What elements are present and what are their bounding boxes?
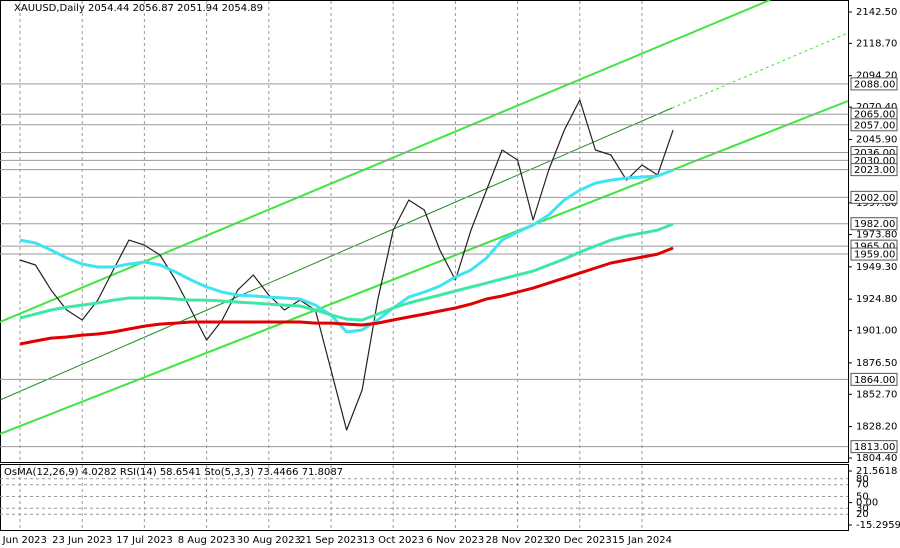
osc-level-label: 80 [856, 474, 869, 485]
y-tick-label: 2094.20 [856, 71, 897, 82]
level-label: 2036.00 [854, 148, 895, 159]
level-box [850, 190, 898, 204]
level-label: 1982.00 [854, 219, 895, 230]
channel-extension [671, 32, 849, 109]
oscillator-title: OsMA(12,26,9) 4.0282 RSI(14) 58.6541 Sto… [4, 467, 343, 478]
y-tick-label: 2142.50 [856, 7, 897, 18]
x-tick-label: 21 Sep 2023 [299, 535, 362, 546]
osc-level-label: 70 [856, 480, 869, 491]
price-line [19, 246, 674, 346]
x-tick-label: 8 Aug 2023 [178, 535, 236, 546]
x-tick-label: 23 Jun 2023 [52, 535, 112, 546]
level-box [850, 118, 898, 132]
chart-title: XAUUSD,Daily 2054.44 2056.87 2051.94 205… [14, 3, 263, 14]
channel-line [0, 100, 849, 435]
level-label: 2057.00 [854, 120, 895, 131]
price-line [19, 168, 674, 334]
y-tick-label: 1924.80 [856, 294, 897, 305]
osc-level-label: 20 [856, 509, 869, 520]
level-box [850, 77, 898, 91]
price-frame [0, 0, 849, 463]
level-box [850, 247, 898, 261]
x-tick-label: 17 Jul 2023 [116, 535, 173, 546]
level-box [850, 440, 898, 454]
level-label: 2023.00 [854, 165, 895, 176]
x-tick-label: 13 Oct 2023 [362, 535, 424, 546]
y-tick-label: 1828.20 [856, 422, 897, 433]
x-tick-label: 6 Nov 2023 [427, 535, 485, 546]
oscillator-frame [0, 464, 849, 531]
price-line [19, 222, 674, 322]
x-tick-label: 30 Aug 2023 [237, 535, 301, 546]
level-box [850, 163, 898, 177]
price-panel [0, 0, 849, 463]
price-line [19, 99, 674, 431]
y-tick-label: 1949.30 [856, 262, 897, 273]
osc-level-label: 50 [856, 492, 869, 503]
x-tick-label: 15 Jan 2024 [612, 535, 672, 546]
level-label: 1965.00 [854, 242, 895, 253]
y-tick-label: 1901.00 [856, 326, 897, 337]
level-label: 1813.00 [854, 442, 895, 453]
level-label: 2088.00 [854, 79, 895, 90]
y-tick-label: 2045.90 [856, 134, 897, 145]
y-tick-label: 1804.40 [856, 453, 897, 464]
level-box [850, 372, 898, 386]
level-label: 1959.00 [854, 250, 895, 261]
osc-tick-label: 21.5618 [856, 466, 897, 477]
osc-level-label: 30 [856, 503, 869, 514]
level-box [850, 217, 898, 231]
y-tick-label: 2070.40 [856, 102, 897, 113]
x-tick-label: 28 Nov 2023 [486, 535, 550, 546]
y-tick-label: 2118.70 [856, 38, 897, 49]
level-label: 2065.00 [854, 110, 895, 121]
y-tick-label: 1973.80 [856, 230, 897, 241]
level-label: 2002.00 [854, 193, 895, 204]
y-tick-label: 1852.70 [856, 389, 897, 400]
osc-tick-label: -15.2959 [856, 520, 900, 531]
level-label: 2030.00 [854, 156, 895, 167]
x-tick-label: 1 Jun 2023 [0, 535, 47, 546]
y-tick-label: 1876.50 [856, 358, 897, 369]
channel-line [0, 0, 771, 323]
level-label: 1864.00 [854, 375, 895, 386]
x-tick-label: 20 Dec 2023 [548, 535, 612, 546]
osc-tick-label: 0.00 [856, 498, 878, 509]
